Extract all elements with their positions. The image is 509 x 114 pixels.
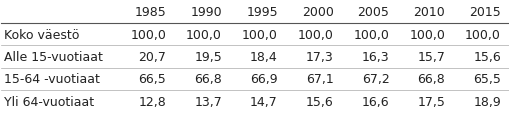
Text: 15,6: 15,6 xyxy=(472,51,500,63)
Text: 18,4: 18,4 xyxy=(249,51,277,63)
Text: 1985: 1985 xyxy=(134,6,166,19)
Text: Yli 64-vuotiaat: Yli 64-vuotiaat xyxy=(4,95,94,108)
Text: 65,5: 65,5 xyxy=(472,73,500,86)
Text: 15-64 -vuotiaat: 15-64 -vuotiaat xyxy=(4,73,100,86)
Text: 67,2: 67,2 xyxy=(361,73,389,86)
Text: 1990: 1990 xyxy=(190,6,221,19)
Text: 17,3: 17,3 xyxy=(305,51,333,63)
Text: 100,0: 100,0 xyxy=(297,28,333,41)
Text: 20,7: 20,7 xyxy=(138,51,166,63)
Text: 16,6: 16,6 xyxy=(361,95,389,108)
Text: 100,0: 100,0 xyxy=(409,28,444,41)
Text: 100,0: 100,0 xyxy=(130,28,166,41)
Text: 16,3: 16,3 xyxy=(361,51,389,63)
Text: 66,8: 66,8 xyxy=(194,73,221,86)
Text: 100,0: 100,0 xyxy=(241,28,277,41)
Text: 15,7: 15,7 xyxy=(416,51,444,63)
Text: 15,6: 15,6 xyxy=(305,95,333,108)
Text: Alle 15-vuotiaat: Alle 15-vuotiaat xyxy=(4,51,103,63)
Text: 66,8: 66,8 xyxy=(417,73,444,86)
Text: 14,7: 14,7 xyxy=(249,95,277,108)
Text: 1995: 1995 xyxy=(246,6,277,19)
Text: 100,0: 100,0 xyxy=(464,28,500,41)
Text: 100,0: 100,0 xyxy=(353,28,389,41)
Text: 67,1: 67,1 xyxy=(305,73,333,86)
Text: 13,7: 13,7 xyxy=(194,95,221,108)
Text: 66,5: 66,5 xyxy=(138,73,166,86)
Text: 66,9: 66,9 xyxy=(250,73,277,86)
Text: 2015: 2015 xyxy=(468,6,500,19)
Text: 2000: 2000 xyxy=(301,6,333,19)
Text: 18,9: 18,9 xyxy=(472,95,500,108)
Text: 19,5: 19,5 xyxy=(194,51,221,63)
Text: Koko väestö: Koko väestö xyxy=(4,28,79,41)
Text: 2005: 2005 xyxy=(357,6,389,19)
Text: 12,8: 12,8 xyxy=(138,95,166,108)
Text: 2010: 2010 xyxy=(413,6,444,19)
Text: 100,0: 100,0 xyxy=(186,28,221,41)
Text: 17,5: 17,5 xyxy=(416,95,444,108)
